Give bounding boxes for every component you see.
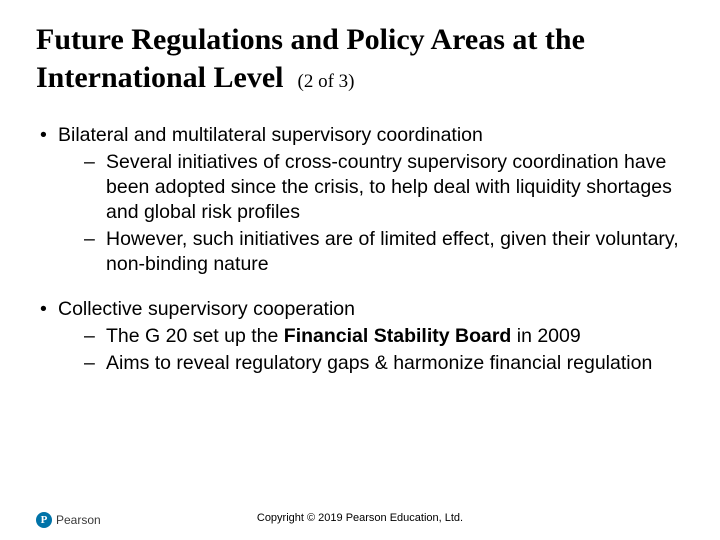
sub-bullet-text: Aims to reveal regulatory gaps & harmoni… [106, 352, 652, 374]
sub-bullet-text: However, such initiatives are of limited… [106, 228, 679, 275]
sub-bullet-text-post: in 2009 [511, 325, 580, 347]
bullet-text: Collective supervisory cooperation [58, 298, 355, 320]
slide-footer: Copyright © 2019 Pearson Education, Ltd. [0, 508, 720, 526]
sub-bullet-text: Several initiatives of cross-country sup… [106, 151, 672, 223]
bullet-text: Bilateral and multilateral supervisory c… [58, 124, 483, 146]
copyright-text: Copyright © 2019 Pearson Education, Ltd. [257, 512, 463, 524]
bullet-item: Bilateral and multilateral supervisory c… [36, 123, 684, 277]
sub-bullet-text-pre: The G 20 set up the [106, 325, 284, 347]
sub-bullet-item: Several initiatives of cross-country sup… [82, 150, 684, 225]
sub-bullet-item: Aims to reveal regulatory gaps & harmoni… [82, 351, 684, 376]
title-part: (2 of 3) [298, 71, 355, 92]
bullet-item: Collective supervisory cooperation The G… [36, 297, 684, 376]
slide-title: Future Regulations and Policy Areas at t… [36, 20, 684, 95]
sub-bullet-item: The G 20 set up the Financial Stability … [82, 324, 684, 349]
slide-content: Bilateral and multilateral supervisory c… [36, 123, 684, 376]
sub-bullet-item: However, such initiatives are of limited… [82, 227, 684, 277]
sub-bullet-bold: Financial Stability Board [284, 325, 512, 347]
